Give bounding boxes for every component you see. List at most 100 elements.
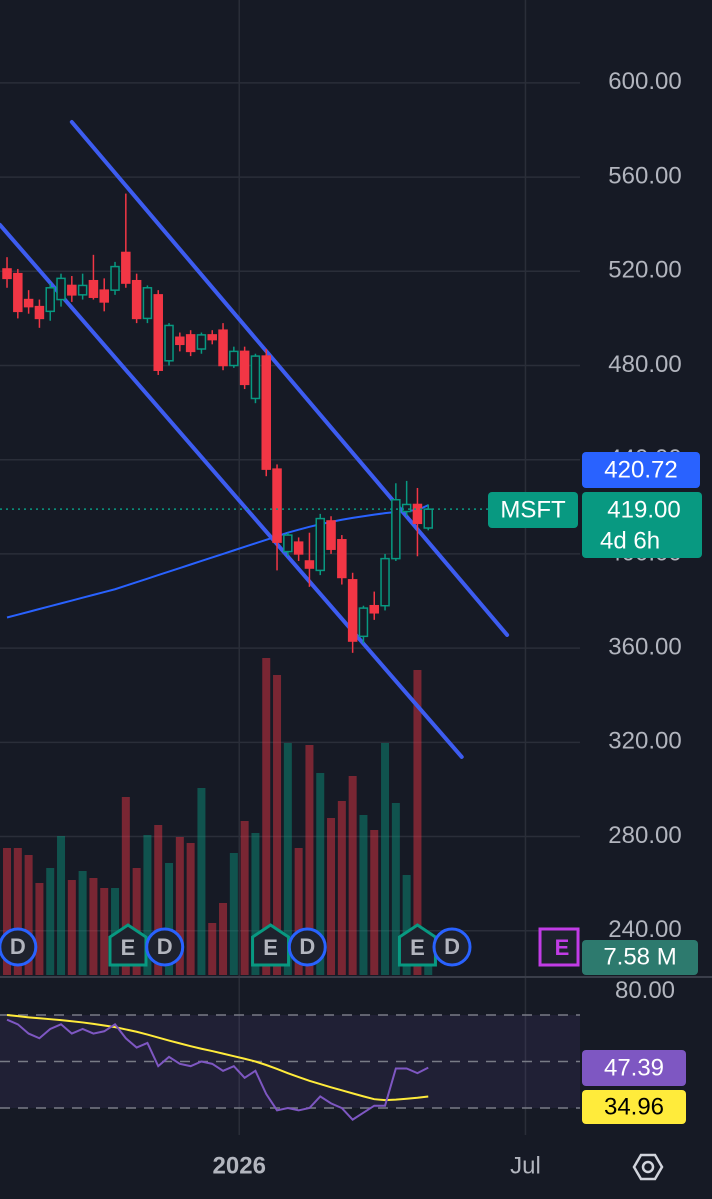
candle-body [23,298,34,308]
y-tick-label: 280.00 [608,822,681,849]
y-tick-label: 360.00 [608,633,681,660]
volume-bar [262,658,271,975]
volume-bar [175,837,184,975]
rsi-line [6,1018,429,1121]
candle-body [77,284,88,296]
candle-body [293,541,304,555]
candle-body [261,355,271,470]
candle-body [185,334,196,353]
volume-bar [413,670,422,975]
candle-body [423,508,433,529]
volume-bar [402,875,411,975]
volume-bar [294,848,303,975]
y-tick-label: 600.00 [608,68,681,95]
candle-body [347,579,358,642]
volume-bar [57,836,66,975]
volume-bar [359,815,368,975]
volume-bar [370,830,379,975]
candle-body [67,284,77,296]
volume-bar [46,868,55,975]
earnings-marker[interactable] [108,923,148,967]
dividend-marker[interactable] [287,927,327,967]
settings-button-center [641,1160,655,1174]
volume-bar [100,888,109,975]
earnings-marker[interactable] [397,923,437,967]
candle-body [131,279,142,320]
volume-bar [121,797,130,975]
volume-bar [337,801,346,975]
candle-body [391,498,401,560]
x-tick-label: 2026 [213,1152,266,1179]
volume-bar [3,848,12,975]
rsi-ma-label: 34.96 [604,1093,664,1120]
volume-bar [219,903,228,975]
x-tick-label: Jul [510,1152,541,1179]
earnings-marker[interactable] [538,927,580,967]
candle-body [45,287,55,313]
candle-body [315,517,325,572]
dividend-marker-label: D [157,934,173,959]
volume-bar [35,883,44,975]
dividend-marker[interactable] [145,927,185,967]
volume-bar [13,848,22,975]
volume-bar [111,888,120,975]
trendline [69,119,510,637]
candle-body [337,539,347,579]
candle-body [175,336,185,346]
earnings-marker-label: E [555,935,570,960]
volume-bar [186,843,195,975]
candle-body [142,287,153,320]
earnings-marker-label: E [263,935,278,960]
dividend-marker[interactable] [0,927,38,967]
volume-label-box [582,940,698,975]
dividend-marker[interactable] [432,927,472,967]
candle-body [326,520,336,550]
candle-body [304,560,315,569]
volume-bar [273,675,282,975]
rsi-ma-label-box [582,1090,686,1124]
volume-bar [348,776,357,975]
volume-bar [305,745,314,975]
candle-body [369,604,379,614]
settings-button[interactable] [632,1153,664,1181]
y-tick-label: 480.00 [608,351,681,378]
candle-body [250,355,261,400]
candle-body [88,279,99,298]
dividend-marker-label: D [444,934,460,959]
volume-bar [154,825,163,975]
volume-bar [240,821,249,975]
candle-body [110,265,120,291]
candle-body [401,503,412,513]
y-tick-label: 320.00 [608,728,681,755]
rsi-label: 47.39 [604,1054,664,1081]
last-price-box [582,492,702,558]
candle-body [239,350,250,386]
last-price-label: 419.00 [607,496,680,523]
ma-label: 420.72 [604,456,677,483]
y-tick-label: 520.00 [608,257,681,284]
volume-label: 7.58 M [603,943,676,970]
ma-label-box [582,452,700,488]
rsi-ma-line [6,1014,429,1102]
candle-body [164,324,174,362]
candle-body [2,268,12,280]
y-tick-label: 240.00 [608,916,681,943]
candle-body [412,503,423,525]
earnings-marker-label: E [410,935,425,960]
candle-body [272,468,282,543]
moving-average-line [6,504,429,619]
candle-body [283,534,293,553]
earnings-marker[interactable] [251,923,291,967]
symbol-box [488,492,578,528]
volume-bar [229,853,238,975]
candle-body [196,334,207,350]
candle-body [13,272,23,313]
candle-body [56,277,66,301]
volume-bar [327,818,336,975]
volume-bar [197,788,206,975]
countdown-label: 4d 6h [600,527,660,554]
volume-bar [251,833,260,975]
candle-body [229,350,239,367]
dividend-marker-label: D [299,934,315,959]
